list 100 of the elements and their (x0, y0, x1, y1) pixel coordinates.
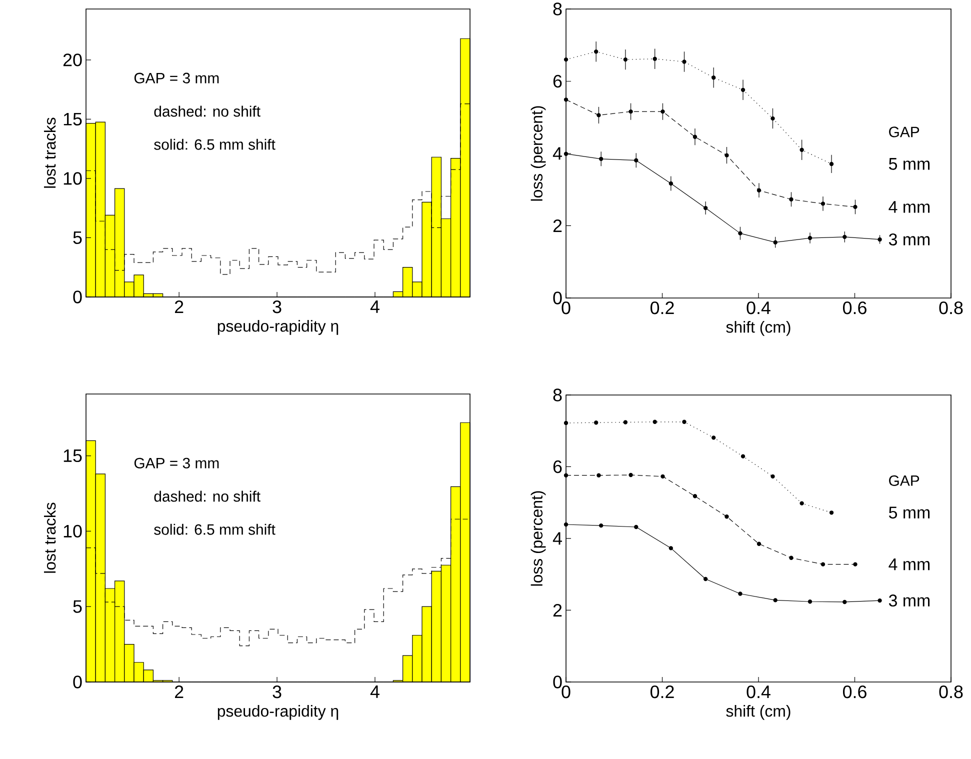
legend-title: GAP (889, 126, 920, 138)
y-axis-title: loss (percent) (530, 491, 546, 586)
x-tick-label: 3 (272, 685, 282, 698)
point (853, 204, 858, 210)
x-tick-label: 0.6 (842, 301, 866, 314)
point (564, 57, 568, 62)
series-label: 3 mm (888, 594, 930, 607)
point (789, 556, 794, 560)
point (878, 237, 882, 242)
y-tick-label: 5 (73, 231, 82, 244)
point (682, 60, 686, 64)
point (682, 420, 686, 424)
y-tick-label: 0 (73, 676, 82, 688)
x-tick-label: 0 (562, 301, 570, 314)
point (668, 181, 674, 186)
y-tick-label: 2 (553, 219, 562, 232)
x-axis-title: shift (cm) (726, 321, 790, 336)
point (808, 236, 812, 240)
y-tick-label: 6 (553, 460, 562, 474)
point (756, 542, 762, 546)
point (740, 88, 746, 92)
x-axis-title: shift (cm) (726, 705, 790, 720)
y-tick-label: 0 (553, 292, 562, 304)
point (660, 474, 665, 479)
y-tick-label: 0 (73, 290, 82, 304)
x-axis-title: pseudo-rapidity η (218, 320, 338, 335)
x-tick-label: 2 (174, 685, 184, 698)
point (853, 562, 858, 566)
point (829, 510, 834, 515)
point (773, 598, 778, 602)
point (660, 109, 665, 114)
point (564, 98, 568, 102)
y-tick-label: 10 (64, 524, 82, 538)
y-tick-label: 2 (553, 604, 562, 616)
point (800, 148, 804, 152)
point (724, 153, 729, 158)
point (634, 158, 638, 162)
annotation: GAP = 3 mm (134, 72, 219, 84)
y-tick-label: 4 (552, 147, 562, 160)
point (789, 197, 794, 202)
legend-title: GAP (889, 475, 920, 486)
point (712, 436, 716, 440)
point (756, 188, 762, 192)
point (652, 420, 657, 424)
point (628, 472, 633, 478)
x-tick-label: 0.8 (939, 685, 963, 698)
x-tick-label: 0.4 (746, 301, 770, 314)
x-tick-label: 0.2 (650, 685, 674, 698)
point (594, 50, 598, 54)
y-tick-label: 8 (553, 2, 562, 16)
point (820, 562, 826, 566)
x-tick-label: 0.2 (650, 301, 674, 314)
point (703, 576, 708, 582)
y-tick-label: 20 (63, 54, 82, 66)
point (692, 134, 698, 139)
x-tick-label: 3 (272, 300, 282, 314)
point (599, 523, 604, 528)
point (564, 420, 568, 426)
text: 5 mm (888, 506, 930, 519)
point (596, 473, 601, 478)
point (808, 600, 812, 604)
point (596, 113, 601, 118)
y-axis-title: lost tracks (44, 502, 56, 573)
y-tick-label: 4 (552, 532, 562, 545)
y-tick-label: 5 (73, 600, 82, 613)
y-tick-label: 10 (64, 172, 82, 185)
point (564, 152, 568, 156)
point (599, 156, 604, 161)
point (712, 76, 716, 80)
annotation: GAP = 3 mm (134, 458, 219, 468)
point (842, 234, 847, 240)
point (724, 514, 729, 519)
y-tick-label: 15 (64, 112, 82, 126)
point (770, 116, 775, 121)
x-tick-label: 2 (174, 300, 184, 314)
annotation: solid: 6.5 mm shift (154, 138, 276, 150)
x-tick-label: 4 (370, 686, 380, 698)
y-tick-label: 6 (553, 74, 562, 88)
series-label: 3 mm (888, 233, 930, 246)
point (800, 501, 804, 506)
series-label: 4 mm (888, 201, 930, 213)
point (703, 206, 708, 210)
point (652, 56, 657, 61)
point (773, 240, 778, 244)
point (842, 600, 847, 604)
point (738, 592, 742, 596)
annotation: dashed: no shift (154, 490, 260, 502)
point (668, 546, 674, 550)
y-tick-label: 15 (64, 450, 82, 462)
point (564, 473, 568, 478)
x-tick-label: 0.8 (939, 301, 963, 314)
point (740, 454, 746, 458)
x-tick-label: 0.6 (842, 685, 866, 698)
x-tick-label: 0 (562, 685, 570, 698)
point (692, 494, 698, 498)
series-label: 4 mm (888, 558, 930, 570)
y-tick-label: 8 (553, 388, 562, 402)
point (829, 162, 834, 166)
text: 5 mm (888, 158, 930, 170)
point (628, 109, 633, 114)
